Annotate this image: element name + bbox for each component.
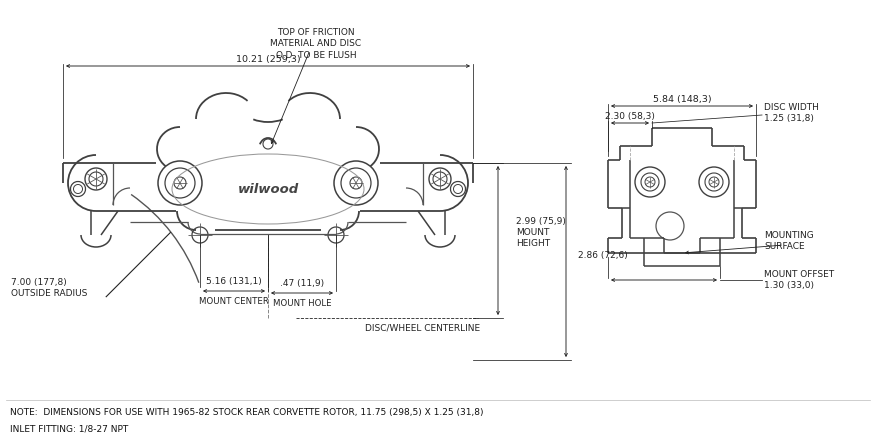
Text: 2.86 (72,6): 2.86 (72,6) <box>578 251 627 260</box>
Text: NOTE:  DIMENSIONS FOR USE WITH 1965-82 STOCK REAR CORVETTE ROTOR, 11.75 (298,5) : NOTE: DIMENSIONS FOR USE WITH 1965-82 ST… <box>10 408 484 417</box>
Text: 7.00 (177,8)
OUTSIDE RADIUS: 7.00 (177,8) OUTSIDE RADIUS <box>11 278 88 298</box>
Text: wilwood: wilwood <box>237 183 298 195</box>
Text: 10.21 (259,3): 10.21 (259,3) <box>235 54 300 64</box>
Text: 2.30 (58,3): 2.30 (58,3) <box>606 112 655 120</box>
Text: MOUNT HOLE: MOUNT HOLE <box>273 299 332 307</box>
Text: TOP OF FRICTION
MATERIAL AND DISC
O.D. TO BE FLUSH: TOP OF FRICTION MATERIAL AND DISC O.D. T… <box>270 28 361 60</box>
Text: INLET FITTING: 1/8-27 NPT: INLET FITTING: 1/8-27 NPT <box>10 424 129 433</box>
Text: 5.84 (148,3): 5.84 (148,3) <box>653 95 711 103</box>
Text: DISC/WHEEL CENTERLINE: DISC/WHEEL CENTERLINE <box>366 324 480 333</box>
Text: 2.99 (75,9)
MOUNT
HEIGHT: 2.99 (75,9) MOUNT HEIGHT <box>516 217 566 249</box>
Text: .47 (11,9): .47 (11,9) <box>280 279 324 287</box>
Text: 5.16 (131,1): 5.16 (131,1) <box>206 276 262 286</box>
Text: MOUNT OFFSET
1.30 (33,0): MOUNT OFFSET 1.30 (33,0) <box>764 270 834 290</box>
Text: MOUNT CENTER: MOUNT CENTER <box>200 296 269 306</box>
Text: DISC WIDTH
1.25 (31,8): DISC WIDTH 1.25 (31,8) <box>764 103 819 123</box>
Text: MOUNTING
SURFACE: MOUNTING SURFACE <box>764 231 814 251</box>
